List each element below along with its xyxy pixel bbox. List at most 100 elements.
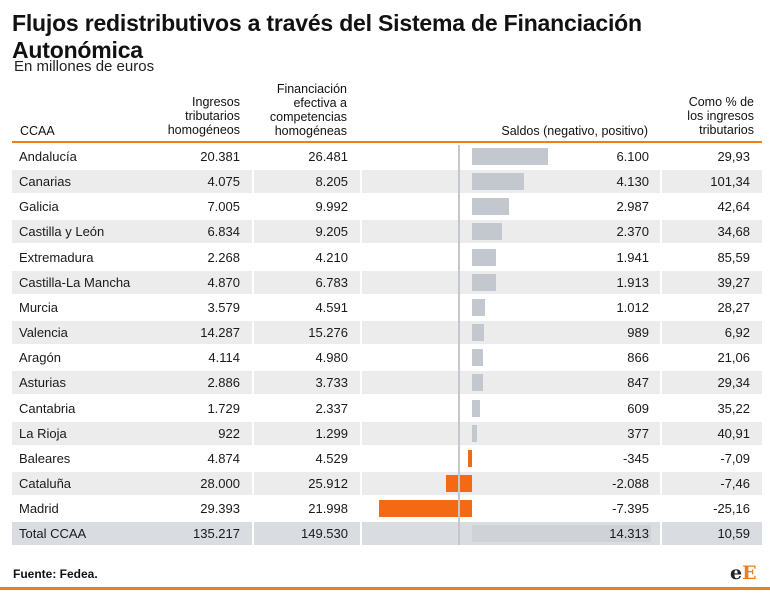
ccaa-cell: Galicia [19,199,59,214]
saldo-label: 847 [627,375,649,390]
logo-letter: e [730,562,743,584]
saldo-label: 1.913 [616,275,649,290]
ccaa-cell: Murcia [19,300,59,315]
financiacion-cell: 4.980 [315,350,348,365]
saldo-label: -2.088 [612,476,649,491]
saldo-label: 2.987 [616,199,649,214]
saldo-bar-positive [472,425,477,442]
table-row: La Rioja 922 1.299 377 40,91 [12,422,762,445]
financiacion-cell: 26.481 [308,149,348,164]
total-row: Total CCAA 135.217 149.530 14.313 10,59 [12,522,762,545]
table-row: Valencia 14.287 15.276 989 6,92 [12,321,762,344]
saldo-cell: 1.913 [362,271,660,294]
ingresos-cell: 20.381 [200,149,240,164]
saldo-cell: 609 [362,397,660,420]
financiacion-cell: 4.591 [315,300,348,315]
saldo-cell: 14.313 [362,522,660,545]
header-ccaa: CCAA [20,124,55,138]
ingresos-cell: 6.834 [147,220,252,243]
saldo-bar-positive [472,349,483,366]
saldo-cell: 847 [362,371,660,394]
ccaa-cell: La Rioja [12,422,147,445]
saldo-bar-positive [472,148,549,165]
ingresos-cell: 3.579 [207,300,240,315]
financiacion-cell: 1.299 [254,422,360,445]
ingresos-cell: 29.393 [200,501,240,516]
ccaa-cell: Total CCAA [12,522,147,545]
ingresos-cell: 4.114 [208,350,240,365]
header-ingresos-line: Ingresos [192,95,240,109]
pct-cell: -7,09 [720,451,750,466]
table-row: Cataluña 28.000 25.912 -2.088 -7,46 [12,472,762,495]
chart-title: Flujos redistributivos a través del Sist… [12,10,642,63]
ingresos-cell: 135.217 [147,522,252,545]
financiacion-cell: 3.733 [254,371,360,394]
ingresos-cell: 4.874 [207,451,240,466]
saldo-cell: 4.130 [362,170,660,193]
saldo-cell: 1.012 [362,296,660,319]
saldo-cell: 377 [362,422,660,445]
financiacion-cell: 4.210 [315,250,348,265]
ccaa-cell: Cantabria [19,401,76,416]
ingresos-cell: 7.005 [207,199,240,214]
saldo-bar-positive [472,525,652,542]
ccaa-cell: Asturias [12,371,147,394]
table-row: Murcia 3.579 4.591 1.012 28,27 [12,296,762,319]
saldo-bar-positive [472,274,496,291]
ccaa-cell: Extremadura [19,250,94,265]
pct-cell: 35,22 [717,401,750,416]
financiacion-cell: 15.276 [254,321,360,344]
table-row: Baleares 4.874 4.529 -345 -7,09 [12,447,762,470]
header-pct-line: Como % de [688,95,754,109]
saldo-label: 4.130 [616,174,649,189]
table-row: Madrid 29.393 21.998 -7.395 -25,16 [12,497,762,520]
pct-cell: -7,46 [662,472,762,495]
saldo-cell: 1.941 [362,246,660,269]
table-row: Extremadura 2.268 4.210 1.941 85,59 [12,246,762,269]
financiacion-cell: 25.912 [254,472,360,495]
saldo-label: 2.370 [616,224,649,239]
saldo-bar-negative [467,450,472,467]
header-pct-line: los ingresos [687,109,754,123]
saldo-label: -345 [622,451,649,466]
pct-cell: 101,34 [662,170,762,193]
ccaa-cell: Aragón [19,350,61,365]
financiacion-cell: 21.998 [308,501,348,516]
saldo-cell: -2.088 [362,472,660,495]
header-pct-line: tributarios [699,123,754,137]
pct-cell: 29,34 [662,371,762,394]
financiacion-cell: 149.530 [254,522,360,545]
saldo-cell: 2.987 [362,195,660,218]
ingresos-cell: 28.000 [147,472,252,495]
saldo-bar-positive [472,223,502,240]
chart-subtitle: En millones de euros [14,58,155,75]
ccaa-cell: Canarias [12,170,147,193]
saldo-cell: -345 [362,447,660,470]
ccaa-cell: Castilla-La Mancha [12,271,147,294]
pct-cell: 28,27 [717,300,750,315]
saldo-bar-positive [472,173,524,190]
saldo-label: 1.012 [616,300,649,315]
saldo-cell: 866 [362,346,660,369]
header-saldos: Saldos (negativo, positivo) [501,124,648,138]
table-row: Castilla y León 6.834 9.205 2.370 34,68 [12,220,762,243]
pct-cell: 42,64 [717,199,750,214]
saldo-cell: 989 [362,321,660,344]
ingresos-cell: 2.268 [207,250,240,265]
pct-cell: 39,27 [662,271,762,294]
saldo-label: 6.100 [616,149,649,164]
header-financiacion: Financiación efectiva a competencias hom… [250,82,347,138]
table-row: Aragón 4.114 4.980 866 21,06 [12,346,762,369]
ccaa-cell: Valencia [12,321,147,344]
financiacion-cell: 8.205 [254,170,360,193]
saldo-label: 377 [627,426,649,441]
saldo-label: 14.313 [609,526,649,541]
saldo-bar-positive [472,324,485,341]
pct-cell: -25,16 [713,501,750,516]
saldo-label: 989 [627,325,649,340]
saldo-label: 866 [627,350,649,365]
saldo-bar-positive [472,249,497,266]
ingresos-cell: 1.729 [207,401,240,416]
saldo-bar-positive [472,374,483,391]
ccaa-cell: Madrid [19,501,59,516]
